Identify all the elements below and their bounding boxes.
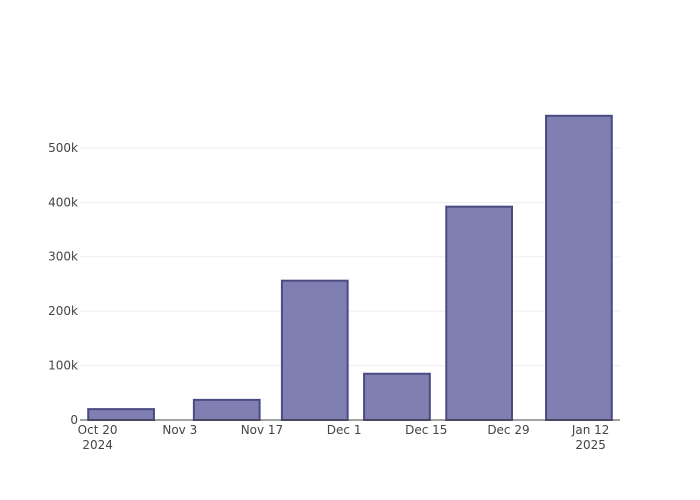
y-tick-label: 500k [48,141,78,155]
y-tick-label: 300k [48,250,78,264]
x-tick-label: Nov 17 [241,423,284,437]
bar [445,205,513,421]
y-tick-label: 100k [48,359,78,373]
y-tick-label: 0 [70,413,78,427]
bar [545,114,613,421]
bar [192,398,261,422]
x-tick-sublabel: 2024 [82,438,113,452]
y-tick-label: 200k [48,304,78,318]
bar [280,279,349,421]
x-tick-label: Jan 12 [571,423,610,437]
x-tick-label: Dec 29 [487,423,529,437]
bar [363,372,431,421]
x-tick-label: Dec 15 [405,423,447,437]
bar [87,408,155,421]
x-tick-label: Oct 20 [78,423,118,437]
x-tick-label: Dec 1 [327,423,362,437]
y-tick-label: 400k [48,195,78,209]
x-tick-sublabel: 2025 [575,438,606,452]
x-tick-label: Nov 3 [162,423,197,437]
